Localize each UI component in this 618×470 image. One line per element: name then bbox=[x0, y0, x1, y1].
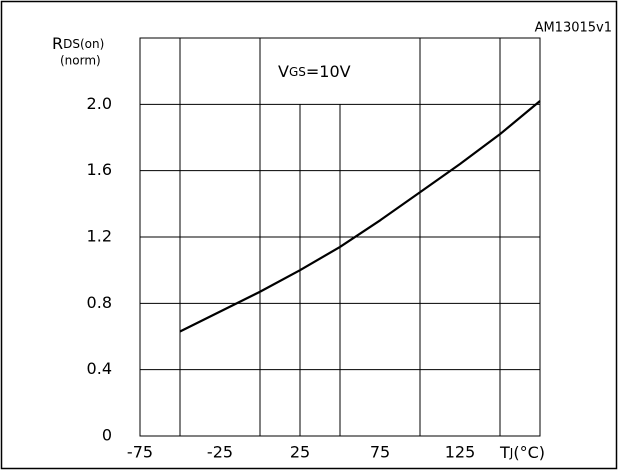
annotation-sub: GS bbox=[289, 65, 306, 79]
y-tick-label: 2.0 bbox=[87, 94, 112, 113]
annotation-main: V bbox=[278, 62, 289, 81]
y-tick-label: 1.2 bbox=[87, 227, 112, 246]
x-label-unit: (°C) bbox=[513, 443, 545, 462]
y-axis-label: RDS(on) bbox=[52, 34, 104, 53]
x-tick-label: -75 bbox=[127, 443, 153, 462]
y-label-main: R bbox=[52, 34, 63, 53]
y-tick-label: 0.4 bbox=[87, 359, 112, 378]
annotation: VGS=10V bbox=[278, 62, 351, 81]
x-tick-label: -25 bbox=[207, 443, 233, 462]
figure-code: AM13015v1 bbox=[535, 21, 612, 36]
x-axis-label: TJ(°C) bbox=[499, 443, 545, 462]
x-tick-label: 25 bbox=[290, 443, 310, 462]
x-label-main: T bbox=[499, 443, 510, 462]
y-tick-label: 1.6 bbox=[87, 160, 112, 179]
y-tick-label: 0 bbox=[102, 426, 112, 445]
y-label-sub: DS(on) bbox=[63, 37, 104, 51]
x-label-sub: J bbox=[509, 446, 514, 460]
y-axis-unit: (norm) bbox=[60, 54, 101, 68]
y-tick-label: 0.8 bbox=[87, 293, 112, 312]
x-tick-label: 125 bbox=[445, 443, 476, 462]
x-tick-label: 75 bbox=[370, 443, 390, 462]
annotation-rest: =10V bbox=[306, 62, 351, 81]
data-line bbox=[179, 100, 541, 333]
